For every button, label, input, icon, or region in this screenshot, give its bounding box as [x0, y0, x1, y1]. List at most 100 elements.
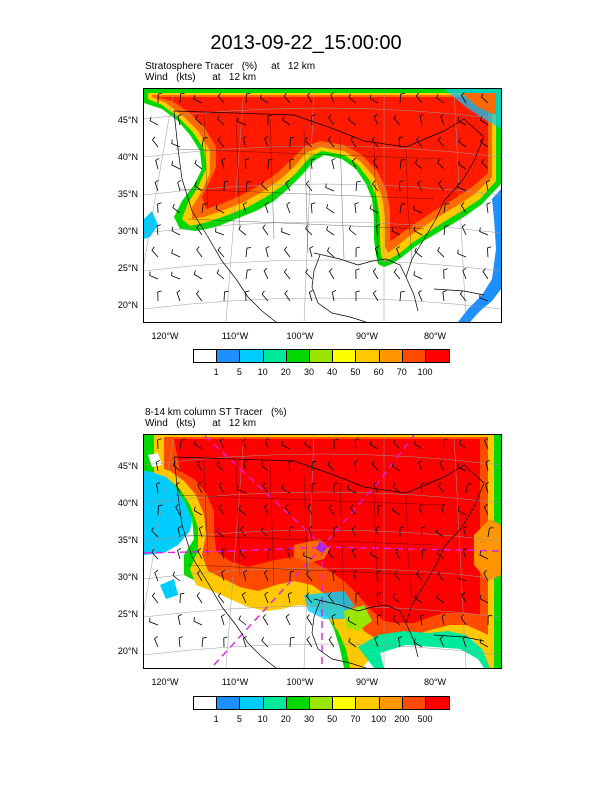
wind-barb [484, 437, 489, 450]
panel2-colorbar [193, 696, 451, 710]
panel1-lat-tick: 45°N [117, 115, 138, 125]
wind-barb [487, 527, 494, 538]
wind-barb [157, 202, 162, 214]
wind-barb [462, 525, 467, 538]
wind-barb [171, 271, 181, 280]
wind-barb [267, 548, 272, 560]
wind-barb [304, 439, 313, 450]
wind-barb [352, 157, 357, 170]
wind-barb [194, 181, 203, 192]
wind-barb [398, 636, 403, 648]
wind-barb [333, 526, 339, 538]
wind-barb [157, 504, 163, 516]
colorbar-swatch [263, 350, 287, 362]
wind-barb [177, 526, 182, 538]
wind-barb [197, 548, 203, 560]
wind-barb [239, 548, 247, 560]
wind-barb [238, 225, 247, 236]
wind-barb [483, 570, 489, 582]
colorbar-label: 10 [257, 367, 268, 377]
wind-barb [175, 504, 181, 516]
wind-barb [175, 481, 181, 494]
wind-barb [352, 569, 358, 582]
wind-barb [372, 290, 379, 302]
wind-barb [486, 246, 492, 258]
wind-barb [177, 179, 182, 192]
wind-barb [398, 180, 404, 192]
wind-barb [483, 503, 489, 516]
wind-barb [438, 180, 445, 192]
wind-barb [223, 180, 229, 192]
wind-barb [303, 551, 313, 560]
wind-barb [415, 136, 423, 148]
wind-barb [289, 570, 295, 582]
panel2-wind-barbs [149, 437, 494, 648]
wind-barb [308, 525, 313, 538]
colorbar-swatch [194, 697, 218, 709]
wind-barb [217, 92, 225, 104]
colorbar-swatch [402, 697, 426, 709]
colorbar-swatch [263, 697, 287, 709]
wind-barb [462, 635, 467, 648]
wind-barb [193, 95, 203, 104]
colorbar-label: 40 [327, 367, 338, 377]
wind-barb [418, 459, 423, 472]
wind-barb [305, 180, 313, 192]
wind-barb [172, 461, 181, 472]
wind-barb [196, 246, 203, 258]
wind-barb [326, 225, 335, 236]
wind-barb [457, 116, 467, 126]
wind-barb [220, 613, 225, 626]
wind-barb [480, 116, 489, 126]
colorbar-label: 60 [373, 367, 384, 377]
wind-barb [171, 249, 181, 258]
wind-barb [348, 637, 357, 648]
wind-barb [371, 136, 379, 148]
wind-barb [461, 223, 467, 236]
wind-barb [479, 551, 489, 560]
wind-barb [281, 441, 291, 450]
wind-barb [196, 224, 203, 236]
wind-barb [288, 460, 293, 472]
wind-barb [327, 548, 335, 560]
wind-barb [392, 615, 401, 626]
wind-barb [399, 203, 406, 214]
wind-barb [171, 161, 181, 170]
wind-barb [354, 460, 359, 472]
wind-barb [179, 592, 185, 604]
wind-barb [462, 267, 467, 280]
wind-barb [465, 483, 472, 494]
colorbar-swatch [379, 697, 403, 709]
colorbar-label: 100 [417, 367, 433, 377]
wind-barb [154, 179, 159, 192]
wind-barb [355, 290, 360, 302]
wind-barb [461, 92, 467, 104]
wind-barb [221, 158, 226, 170]
wind-barb [310, 158, 316, 170]
wind-barb [177, 614, 182, 626]
wind-barb [237, 485, 247, 494]
wind-barb [261, 636, 269, 648]
wind-barb [458, 160, 467, 170]
colorbar-swatch [333, 350, 357, 362]
wind-barb [414, 440, 423, 450]
wind-barb [420, 482, 425, 494]
wind-barb [435, 528, 445, 538]
wind-barb [459, 439, 467, 450]
wind-barb [393, 268, 401, 280]
wind-barb [197, 482, 203, 494]
wind-barb [281, 484, 291, 494]
wind-barb [240, 526, 247, 538]
wind-barb [485, 180, 491, 192]
wind-barb [171, 226, 181, 236]
wind-barb [437, 136, 445, 148]
wind-barb [369, 94, 379, 104]
panel2-lat-tick: 25°N [117, 609, 138, 619]
wind-barb [283, 92, 291, 104]
wind-barb [305, 592, 313, 604]
wind-barb [196, 592, 203, 604]
wind-barb [330, 91, 335, 104]
wind-barb [245, 290, 250, 302]
panel1-coastline [173, 110, 485, 322]
wind-barb [264, 569, 269, 582]
